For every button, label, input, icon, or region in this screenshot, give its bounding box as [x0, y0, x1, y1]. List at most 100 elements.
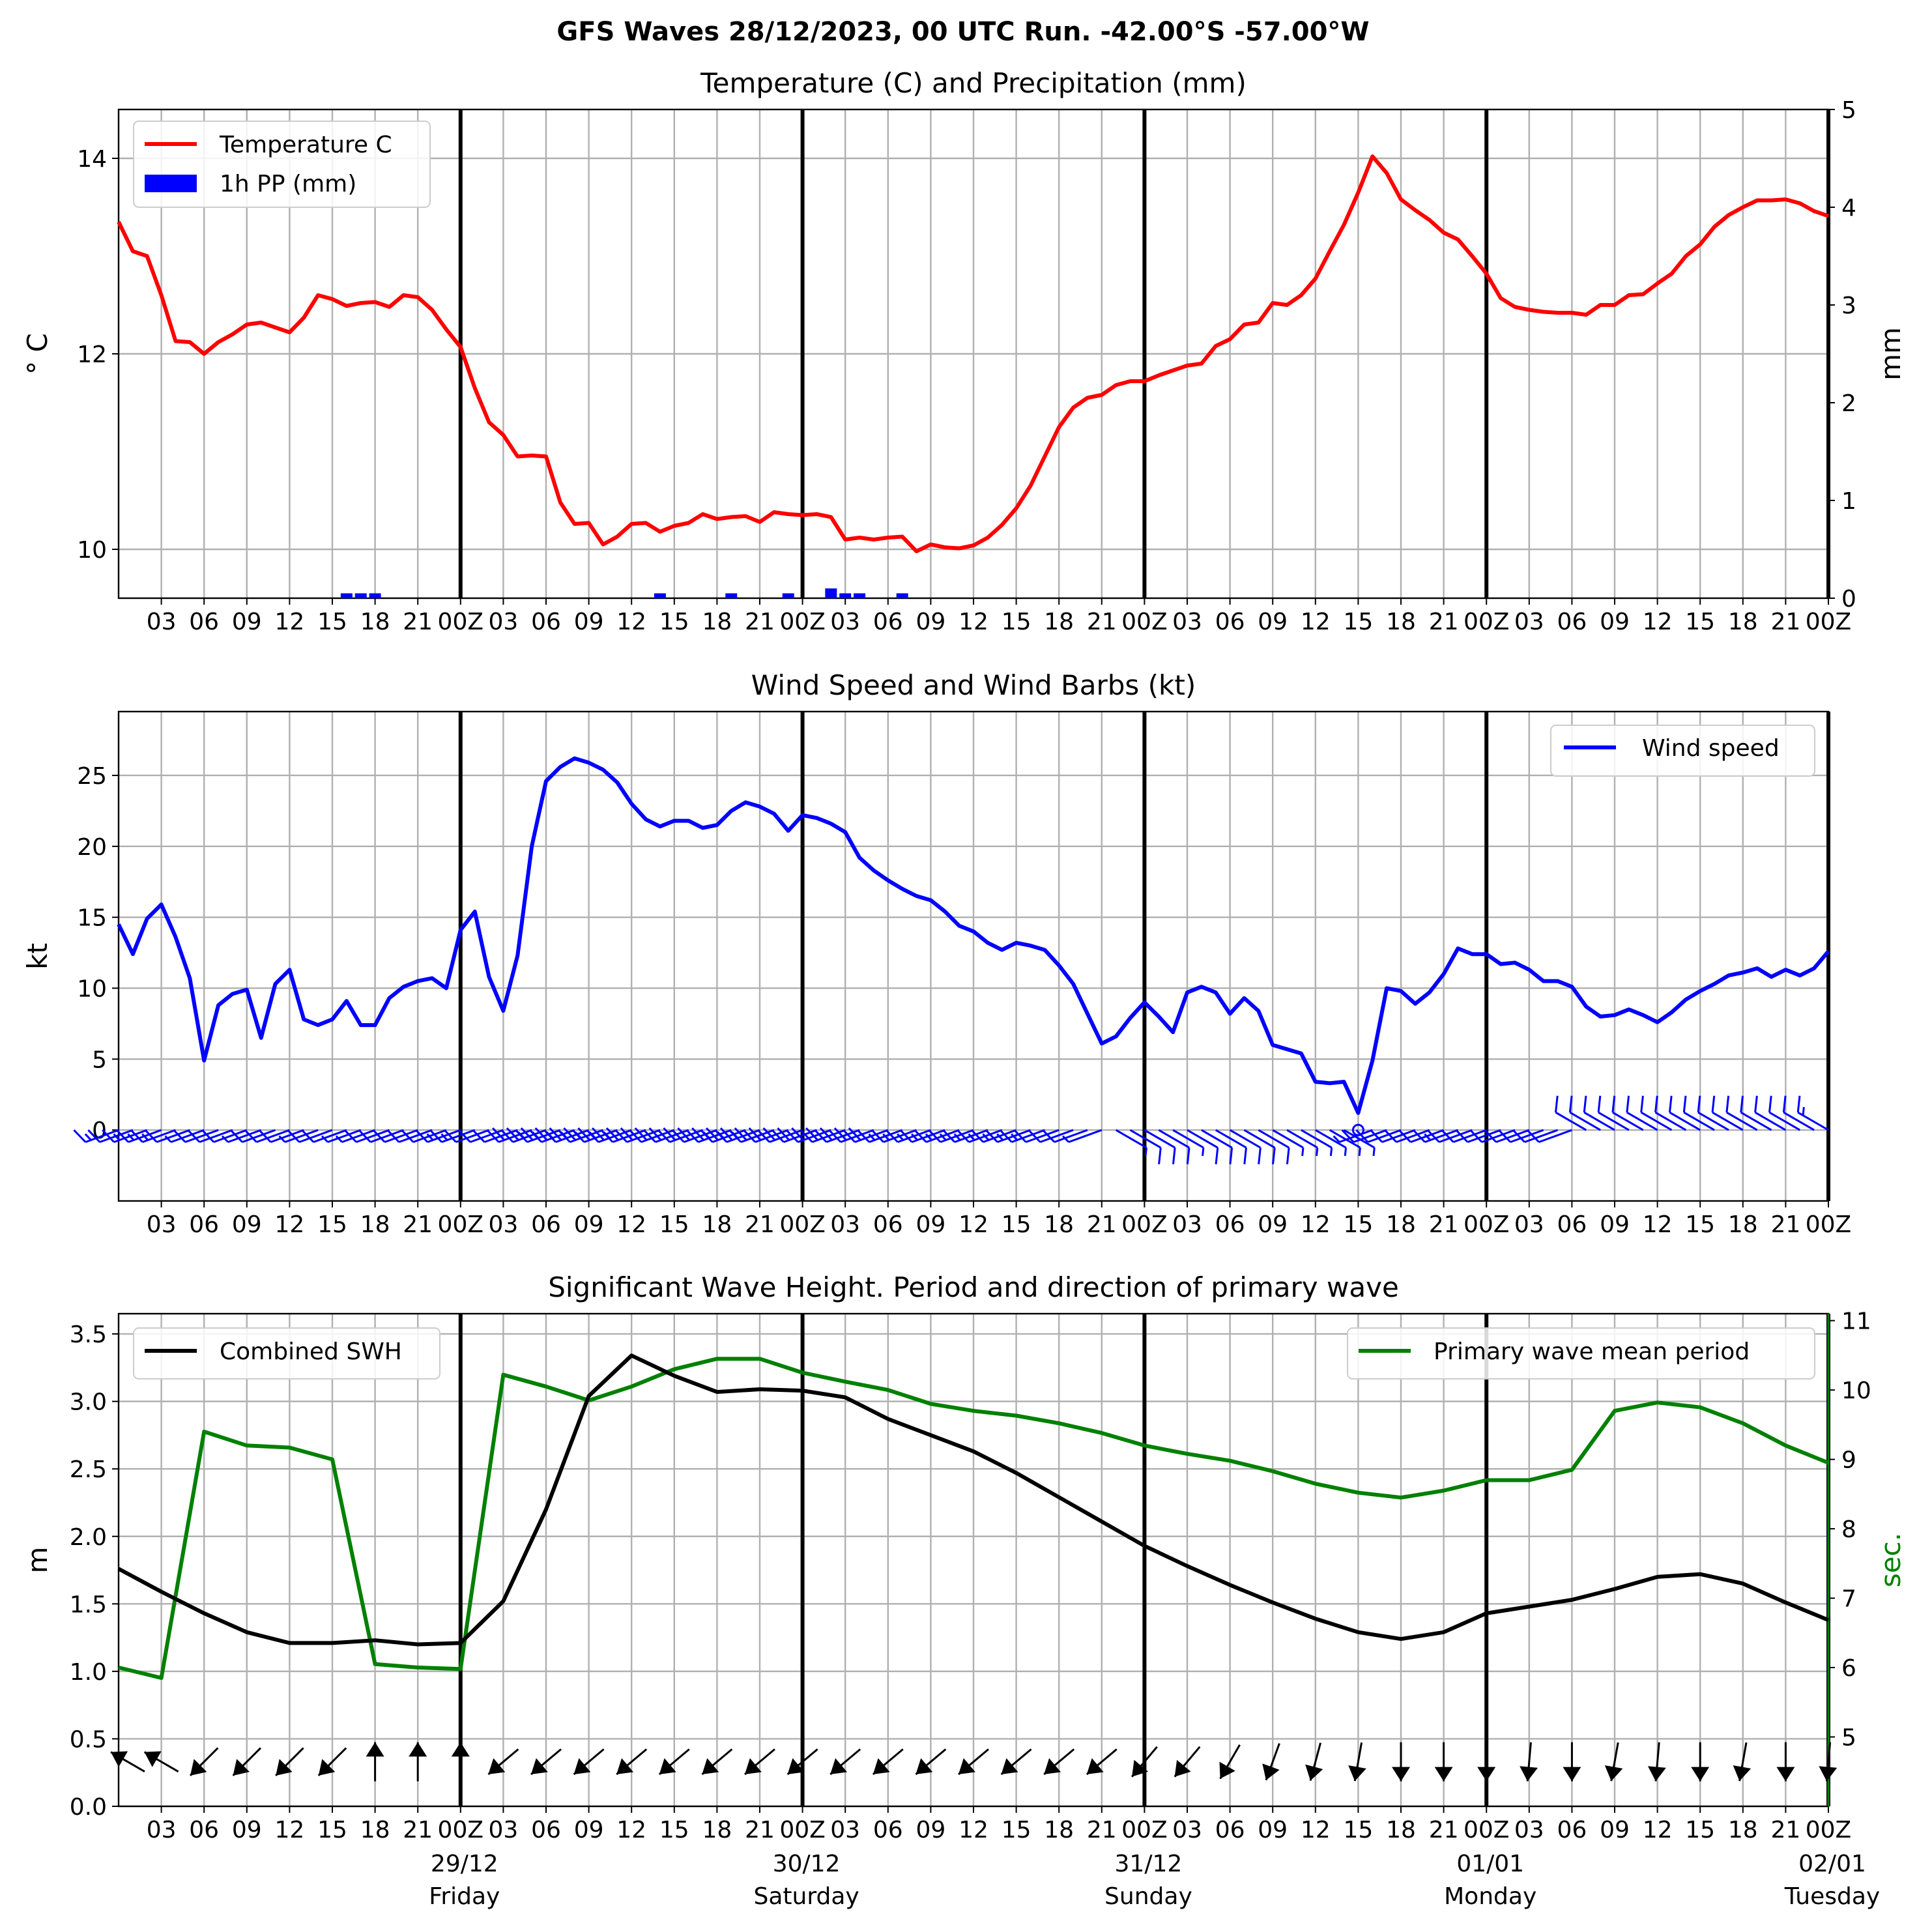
wind-barb-feather	[728, 1129, 742, 1143]
wind-barb	[1286, 1129, 1318, 1149]
wind-barb	[1129, 1129, 1162, 1149]
y-tick-label: 0.0	[70, 1794, 107, 1821]
x-tick-label: 15	[317, 1211, 347, 1238]
wind-barb-feather	[671, 1129, 685, 1143]
wave-arrow-head	[1348, 1765, 1366, 1782]
x-tick-label: 15	[1343, 1817, 1373, 1843]
x-tick-label: 15	[659, 1817, 689, 1843]
x-tick-label: 09	[574, 1211, 604, 1238]
y-right-tick-label: 6	[1841, 1655, 1856, 1682]
x-tick-label: 09	[916, 609, 945, 635]
wind-barb	[1054, 1129, 1088, 1144]
wind-barb-feather	[1597, 1095, 1602, 1113]
wind-barb-feather	[1158, 1148, 1162, 1164]
x-tick-label: 12	[274, 1817, 304, 1843]
wind-barb-feather	[577, 1127, 591, 1141]
wind-barb-feather	[173, 1129, 186, 1143]
x-tick-label: 06	[189, 609, 219, 635]
wave-direction-arrows	[110, 1742, 1838, 1782]
wind-barb-feather	[592, 1127, 605, 1141]
x-tick-label: 09	[1600, 609, 1630, 635]
x-tick-label: 03	[1514, 1817, 1544, 1843]
wind-barb	[1524, 1129, 1559, 1144]
x-tick-label: 06	[531, 1817, 561, 1843]
legend-swatch-precipitation	[145, 175, 197, 192]
wind-barb-feather	[1272, 1148, 1276, 1164]
figure-title: GFS Waves 28/12/2023, 00 UTC Run. -42.00…	[556, 17, 1369, 47]
wind-barb-feather	[757, 1129, 770, 1143]
x-tick-label: 15	[1002, 609, 1031, 635]
legend: Temperature C 1h PP (mm)	[133, 121, 431, 208]
wind-barb-feather	[1626, 1095, 1630, 1113]
wind-barb-feather	[1341, 1129, 1355, 1143]
wind-barb-feather	[800, 1129, 813, 1143]
wind-barb	[270, 1129, 304, 1144]
wind-barb-feather	[1355, 1129, 1369, 1143]
wind-barb-feather	[999, 1129, 1013, 1143]
wind-barb-feather	[1725, 1095, 1730, 1113]
x-tick-label: 12	[1643, 609, 1673, 635]
wind-barb-feather	[1370, 1129, 1383, 1143]
wind-barb-feather	[1315, 1148, 1319, 1157]
wind-barb	[184, 1129, 219, 1144]
wind-barb-feather	[84, 1133, 92, 1141]
wind-barb	[1272, 1129, 1304, 1149]
precipitation-bar	[725, 593, 738, 598]
wind-barb	[213, 1129, 248, 1144]
wind-speed-line	[117, 756, 1830, 1115]
wind-barb	[1712, 1111, 1744, 1131]
wave-arrow-head	[1647, 1766, 1666, 1782]
y-right-tick-label: 8	[1841, 1516, 1856, 1543]
wind-barb	[1783, 1111, 1815, 1131]
y-tick-label: 3.5	[70, 1322, 107, 1348]
wave-arrow-head	[1132, 1759, 1148, 1777]
wind-barb-feather	[586, 1129, 599, 1143]
wind-barb-feather	[506, 1127, 519, 1141]
wind-barb-feather	[939, 1133, 947, 1141]
panel-title: Wind Speed and Wind Barbs (kt)	[751, 669, 1196, 701]
wind-barb-feather	[244, 1129, 257, 1143]
wind-barb-feather	[719, 1127, 733, 1141]
wind-barb	[1726, 1111, 1758, 1131]
x-tick-label: 03	[147, 1211, 177, 1238]
wave-arrow-head	[1001, 1758, 1018, 1774]
wind-barb	[256, 1129, 290, 1144]
x-tick-label: 06	[1215, 609, 1245, 635]
wind-barb-feather	[833, 1127, 847, 1141]
precipitation-bar	[896, 593, 908, 598]
x-tick-label: 18	[360, 609, 390, 635]
wind-barb	[1452, 1129, 1487, 1144]
y-right-tick-label: 7	[1841, 1586, 1856, 1613]
legend-swh: Combined SWH	[133, 1327, 440, 1379]
wave-arrow-head	[111, 1751, 128, 1767]
y-right-axis-label: mm	[1875, 327, 1907, 381]
legend-label-period: Primary wave mean period	[1434, 1338, 1750, 1365]
wave-arrow-head	[1520, 1766, 1538, 1782]
wind-barb	[384, 1129, 418, 1144]
wind-barb-feather	[1013, 1129, 1027, 1143]
wind-barb-feather	[734, 1127, 747, 1141]
wind-barb-feather	[1802, 1106, 1805, 1116]
x-tick-label: 18	[1044, 1211, 1074, 1238]
x-tick-label: 06	[1215, 1817, 1245, 1843]
wind-barb	[1538, 1129, 1572, 1144]
x-tick-label: 03	[1172, 1211, 1202, 1238]
x-tick-label: 18	[1728, 1817, 1758, 1843]
wind-barb-feather	[321, 1135, 329, 1143]
wind-barb	[1258, 1129, 1290, 1149]
wind-barb	[1467, 1129, 1501, 1144]
wind-barb	[1158, 1129, 1190, 1149]
wave-arrow-head	[959, 1758, 975, 1774]
wind-barb-feather	[500, 1129, 514, 1143]
wave-arrow-head	[488, 1758, 506, 1774]
x-tick-label: 06	[189, 1817, 219, 1843]
y-tick-label: 1.5	[70, 1591, 107, 1618]
wind-barb-feather	[882, 1133, 890, 1141]
x-tick-label: 12	[1643, 1211, 1673, 1238]
x-tick-label: 03	[830, 1211, 860, 1238]
wind-barb-feather	[301, 1129, 315, 1143]
wind-barb	[1768, 1111, 1801, 1131]
wind-barb-feather	[187, 1129, 201, 1143]
x-tick-label: 06	[873, 609, 903, 635]
